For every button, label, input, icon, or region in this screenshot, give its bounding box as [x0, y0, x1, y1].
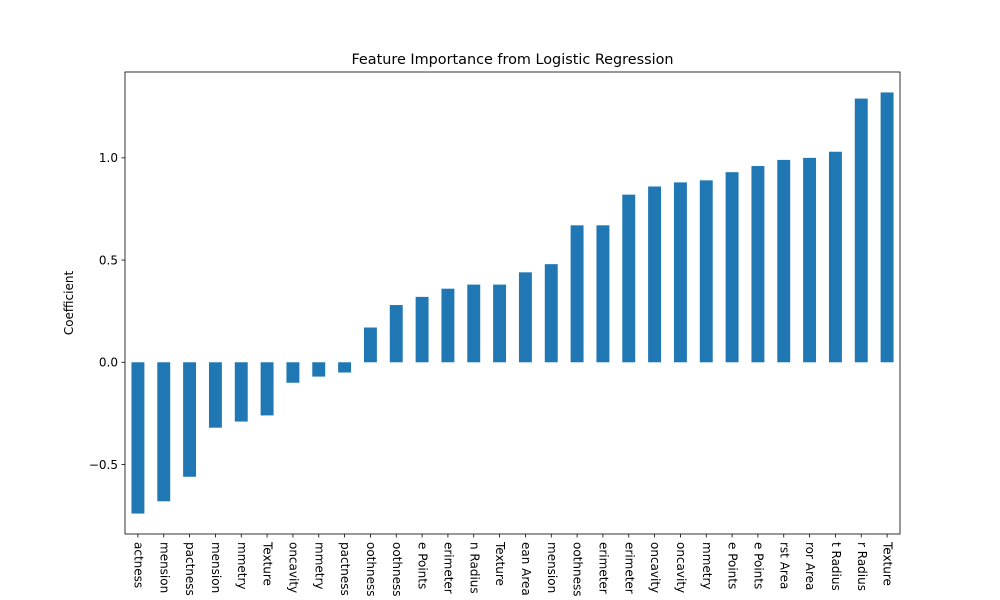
x-tick-label: pactness [338, 542, 352, 596]
x-tick-label: t Radius [829, 542, 843, 591]
bar [467, 284, 481, 363]
x-tick-label: mmetry [312, 542, 326, 590]
y-axis-ticks: −0.5 0.0 0.5 1.0 [89, 151, 125, 472]
bar [183, 362, 197, 477]
bar [725, 172, 739, 363]
bar [544, 264, 558, 363]
bar [260, 362, 274, 416]
x-tick-label: e Points [726, 542, 740, 589]
bar [596, 225, 610, 363]
x-tick-label: actness [131, 542, 145, 588]
bar [363, 327, 377, 363]
x-tick-label: erimeter [596, 542, 610, 594]
x-tick-label: n Radius [467, 542, 481, 594]
bar [493, 284, 507, 363]
x-tick-label: pactness [183, 542, 197, 596]
y-axis-label: Coefficient [62, 271, 76, 336]
bar [648, 186, 662, 363]
x-tick-label: r Radius [855, 542, 869, 591]
bars-group [131, 92, 894, 514]
bar [699, 180, 713, 363]
x-tick-label: erimeter [622, 542, 636, 594]
bar [803, 157, 817, 363]
bar [441, 288, 455, 363]
bar [518, 272, 532, 363]
x-tick-label: mmetry [700, 542, 714, 590]
x-tick-label: erimeter [441, 542, 455, 594]
x-tick-label: mension [157, 542, 171, 593]
bar [234, 362, 248, 422]
x-tick-label: oncavity [286, 542, 300, 593]
bar [131, 362, 145, 514]
bar [622, 194, 636, 363]
x-tick-label: mension [545, 542, 559, 593]
bar [828, 151, 842, 363]
x-tick-label: oothness [364, 542, 378, 597]
x-tick-label: oncavity [674, 542, 688, 593]
y-tick-label: 0.5 [99, 253, 118, 267]
x-tick-label: mension [209, 542, 223, 593]
bar [880, 92, 894, 363]
bar [157, 362, 171, 502]
bar [673, 182, 687, 363]
bar [389, 305, 403, 363]
bar [751, 166, 765, 363]
bar [208, 362, 222, 428]
y-tick-label: 1.0 [99, 151, 118, 165]
x-axis-ticks: actness mension pactness mension mmetry Textu… [131, 534, 895, 597]
bar [286, 362, 300, 383]
x-tick-label: mmetry [235, 542, 249, 590]
x-tick-label: Texture [881, 541, 895, 586]
bar [415, 296, 429, 363]
bar [777, 159, 791, 363]
x-tick-label: Texture [493, 541, 507, 586]
bar [338, 362, 352, 373]
x-tick-label: oothness [390, 542, 404, 597]
y-tick-label: −0.5 [89, 458, 118, 472]
x-tick-label: rst Area [777, 542, 791, 589]
x-tick-label: Texture [261, 541, 275, 586]
x-tick-label: e Points [751, 542, 765, 589]
x-tick-label: oothness [571, 542, 585, 597]
bar [854, 98, 868, 363]
plot-frame [124, 71, 901, 535]
x-tick-label: ean Area [519, 542, 533, 596]
bar [570, 225, 584, 363]
x-tick-label: ror Area [803, 542, 817, 590]
chart-title: Feature Importance from Logistic Regress… [351, 52, 673, 68]
bar [312, 362, 326, 377]
y-tick-label: 0.0 [99, 356, 118, 370]
x-tick-label: oncavity [648, 542, 662, 593]
x-tick-label: e Points [416, 542, 430, 589]
